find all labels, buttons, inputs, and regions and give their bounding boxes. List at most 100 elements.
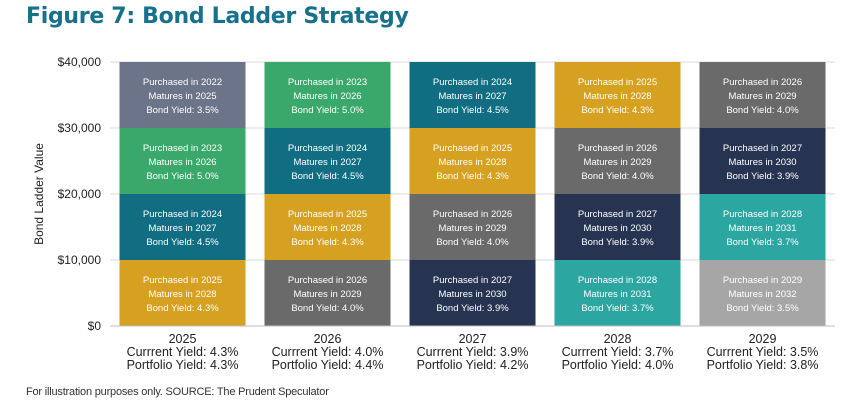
bar-segment-label: Bond Yield: 3.9% xyxy=(581,237,654,248)
y-tick-label: $30,000 xyxy=(58,121,102,135)
bar-segment-label: Matures in 2031 xyxy=(728,223,796,234)
x-tick-label: 2025 xyxy=(169,332,197,346)
bar-segment-rect xyxy=(699,194,826,260)
bar-segment-rect xyxy=(554,260,681,326)
bar-segment-label: Matures in 2029 xyxy=(583,157,651,168)
bar-segment-label: Matures in 2028 xyxy=(583,91,651,102)
bar-segment-label: Purchased in 2028 xyxy=(578,275,657,286)
bar-segment: Purchased in 2025 Matures in 2028 Bond Yie… xyxy=(554,62,681,128)
portfolio-yield-label: Portfolio Yield: 3.8% xyxy=(707,358,819,372)
bar-segment-rect xyxy=(264,128,391,194)
bar-segment-rect xyxy=(554,194,681,260)
bar-segment-label: Matures in 2030 xyxy=(728,157,796,168)
bar-segment-rect xyxy=(409,62,536,128)
portfolio-yield-label: Portfolio Yield: 4.3% xyxy=(127,358,239,372)
x-tick-label: 2026 xyxy=(314,332,342,346)
bar-segment: Purchased in 2026 Matures in 2029 Bond Yie… xyxy=(699,62,826,128)
bar-segment-label: Bond Yield: 5.0% xyxy=(146,171,219,182)
bar-segment-rect xyxy=(409,260,536,326)
bar-segment-label: Matures in 2028 xyxy=(438,157,506,168)
bar-segment-label: Bond Yield: 4.0% xyxy=(726,105,799,116)
bar-segment: Purchased in 2026 Matures in 2029 Bond Yie… xyxy=(409,194,536,260)
bar-segment: Purchased in 2022 Matures in 2025 Bond Yie… xyxy=(119,62,246,128)
source-footnote: For illustration purposes only. SOURCE: … xyxy=(26,386,329,398)
current-yield-label: Currrent Yield: 3.5% xyxy=(707,345,819,359)
bar-segment-label: Matures in 2030 xyxy=(583,223,651,234)
bar-segment-label: Bond Yield: 4.5% xyxy=(146,237,219,248)
bar-segment-label: Purchased in 2027 xyxy=(723,143,802,154)
y-tick-label: $40,000 xyxy=(58,55,102,69)
bar-segment-label: Matures in 2030 xyxy=(438,289,506,300)
bar-segment-label: Matures in 2027 xyxy=(148,223,216,234)
bar-segment-rect xyxy=(699,62,826,128)
bar-segment-label: Purchased in 2026 xyxy=(433,209,512,220)
bar-segment-label: Bond Yield: 4.0% xyxy=(581,171,654,182)
bar-segment-label: Purchased in 2027 xyxy=(433,275,512,286)
bar-segment-rect xyxy=(554,128,681,194)
bar-segment: Purchased in 2028 Matures in 2031 Bond Yie… xyxy=(554,260,681,326)
bar-segment-rect xyxy=(119,194,246,260)
bar-segment-label: Purchased in 2025 xyxy=(288,209,367,220)
bar-segment-rect xyxy=(119,62,246,128)
bar-segment: Purchased in 2026 Matures in 2029 Bond Yie… xyxy=(554,128,681,194)
x-tick-label: 2029 xyxy=(749,332,777,346)
bar-segment-label: Bond Yield: 4.0% xyxy=(436,237,509,248)
bar-segment-label: Matures in 2029 xyxy=(293,289,361,300)
bar-segment-label: Bond Yield: 4.3% xyxy=(146,303,219,314)
bar-segment: Purchased in 2023 Matures in 2026 Bond Yie… xyxy=(119,128,246,194)
bar-segment-label: Purchased in 2024 xyxy=(143,209,222,220)
bar-segment: Purchased in 2028 Matures in 2031 Bond Yie… xyxy=(699,194,826,260)
chart-title: Figure 7: Bond Ladder Strategy xyxy=(26,4,409,29)
bar-segment-label: Bond Yield: 5.0% xyxy=(291,105,364,116)
bar-segment-label: Bond Yield: 4.3% xyxy=(291,237,364,248)
bar-segment-label: Matures in 2027 xyxy=(293,157,361,168)
bar-segment-label: Bond Yield: 4.3% xyxy=(436,171,509,182)
bar-segment: Purchased in 2025 Matures in 2028 Bond Yie… xyxy=(119,260,246,326)
bar-segment-label: Purchased in 2029 xyxy=(723,275,802,286)
bar-segment-label: Purchased in 2023 xyxy=(288,77,367,88)
bond-ladder-chart: $0 $10,000 $20,000 $30,000 $40,000 Bond Ladd… xyxy=(32,55,835,372)
portfolio-yield-label: Portfolio Yield: 4.4% xyxy=(272,358,384,372)
bar-segment-label: Matures in 2026 xyxy=(148,157,216,168)
bar-segment-label: Bond Yield: 3.9% xyxy=(436,303,509,314)
bar-segment: Purchased in 2029 Matures in 2032 Bond Yie… xyxy=(699,260,826,326)
x-tick-label: 2027 xyxy=(459,332,487,346)
bar-segment-label: Purchased in 2026 xyxy=(288,275,367,286)
y-tick-label: $20,000 xyxy=(58,187,102,201)
bar-segment-label: Purchased in 2027 xyxy=(578,209,657,220)
bar-segments: Purchased in 2025 Matures in 2028 Bond Yie… xyxy=(119,62,826,326)
bar-segment-label: Matures in 2028 xyxy=(148,289,216,300)
bar-segment-label: Purchased in 2025 xyxy=(433,143,512,154)
bar-segment-rect xyxy=(554,62,681,128)
bar-segment: Purchased in 2024 Matures in 2027 Bond Yie… xyxy=(119,194,246,260)
bar-segment-rect xyxy=(699,260,826,326)
bar-segment-label: Bond Yield: 4.3% xyxy=(581,105,654,116)
y-tick-label: $0 xyxy=(88,319,102,333)
portfolio-yield-label: Portfolio Yield: 4.0% xyxy=(562,358,674,372)
bar-segment-rect xyxy=(409,128,536,194)
bar-segment-label: Bond Yield: 3.5% xyxy=(726,303,799,314)
bar-segment-label: Purchased in 2028 xyxy=(723,209,802,220)
y-tick-label: $10,000 xyxy=(58,253,102,267)
bar-segment-label: Bond Yield: 3.9% xyxy=(726,171,799,182)
bar-segment: Purchased in 2027 Matures in 2030 Bond Yie… xyxy=(409,260,536,326)
bar-segment: Purchased in 2026 Matures in 2029 Bond Yie… xyxy=(264,260,391,326)
bar-segment-label: Matures in 2032 xyxy=(728,289,796,300)
bar-segment-label: Purchased in 2025 xyxy=(143,275,222,286)
bar-segment-rect xyxy=(264,62,391,128)
current-yield-label: Currrent Yield: 3.7% xyxy=(562,345,674,359)
bar-segment-label: Matures in 2031 xyxy=(583,289,651,300)
bar-segment-label: Matures in 2025 xyxy=(148,91,216,102)
bar-segment-rect xyxy=(119,260,246,326)
x-tick-label: 2028 xyxy=(604,332,632,346)
current-yield-label: Currrent Yield: 4.0% xyxy=(272,345,384,359)
bar-segment-label: Purchased in 2024 xyxy=(288,143,367,154)
bar-segment-rect xyxy=(409,194,536,260)
bar-segment-label: Purchased in 2023 xyxy=(143,143,222,154)
bar-segment-label: Bond Yield: 4.0% xyxy=(291,303,364,314)
y-axis-ticks: $0 $10,000 $20,000 $30,000 $40,000 xyxy=(58,55,102,333)
bar-segment-rect xyxy=(699,128,826,194)
bar-segment-label: Bond Yield: 4.5% xyxy=(291,171,364,182)
bar-segment-label: Purchased in 2022 xyxy=(143,77,222,88)
bar-segment-label: Bond Yield: 4.5% xyxy=(436,105,509,116)
